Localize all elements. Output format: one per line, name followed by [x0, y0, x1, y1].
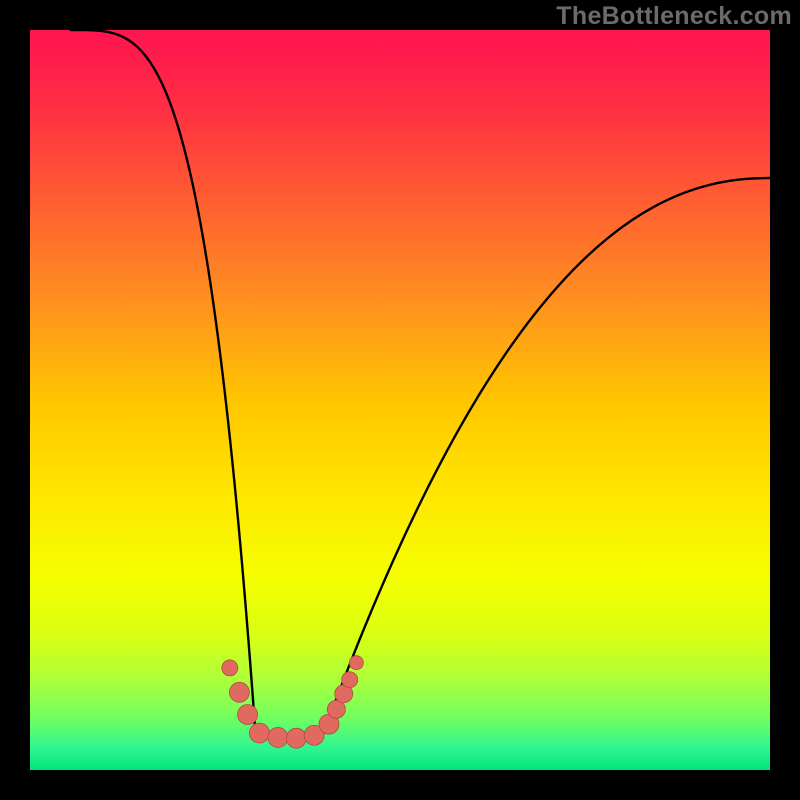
- data-marker: [286, 728, 306, 748]
- data-marker: [249, 723, 269, 743]
- gradient-background: [30, 30, 770, 770]
- data-marker: [342, 672, 358, 688]
- data-marker: [349, 656, 363, 670]
- data-marker: [238, 705, 258, 725]
- watermark-text: TheBottleneck.com: [556, 2, 792, 31]
- bottleneck-curve-chart: [30, 30, 770, 770]
- data-marker: [229, 682, 249, 702]
- chart-root: TheBottleneck.com: [0, 0, 800, 800]
- data-marker: [268, 727, 288, 747]
- data-marker: [222, 660, 238, 676]
